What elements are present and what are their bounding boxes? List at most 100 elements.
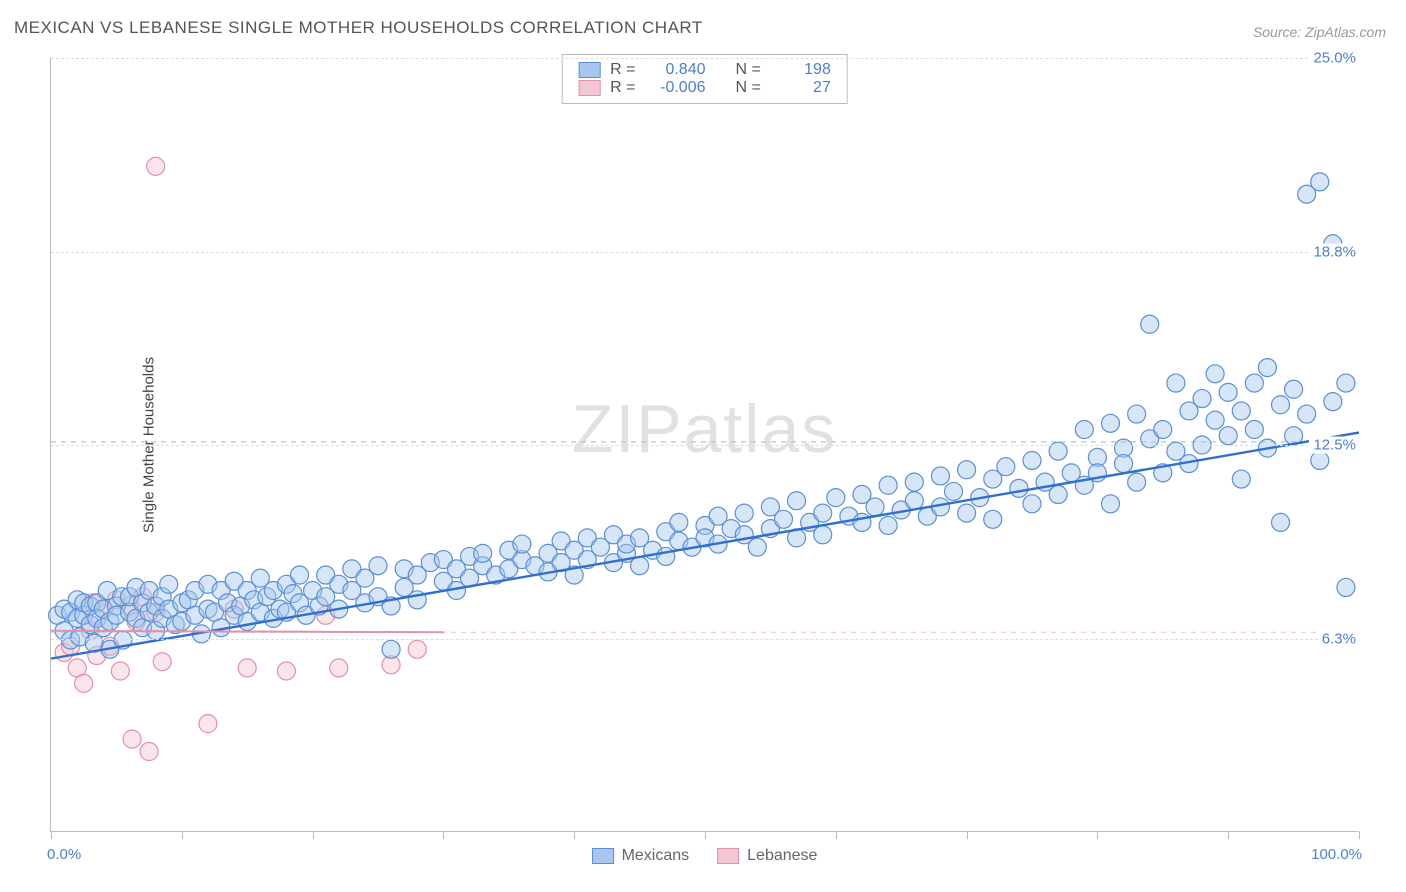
data-point <box>199 715 217 733</box>
data-point <box>958 504 976 522</box>
n-value-mexicans: 198 <box>771 61 831 79</box>
data-point <box>984 510 1002 528</box>
x-tick <box>443 831 444 839</box>
x-tick <box>182 831 183 839</box>
swatch-mexicans <box>578 62 600 78</box>
data-point <box>931 467 949 485</box>
data-point <box>905 473 923 491</box>
data-point <box>408 640 426 658</box>
data-point <box>111 662 129 680</box>
y-tick-label: 25.0% <box>1309 50 1360 67</box>
x-tick <box>967 831 968 839</box>
swatch-lebanese <box>578 80 600 96</box>
data-point <box>827 489 845 507</box>
data-point <box>153 653 171 671</box>
data-point <box>1232 402 1250 420</box>
data-point <box>631 557 649 575</box>
x-tick <box>1228 831 1229 839</box>
data-point <box>866 498 884 516</box>
data-point <box>735 504 753 522</box>
data-point <box>1023 495 1041 513</box>
data-point <box>1258 359 1276 377</box>
data-point <box>879 476 897 494</box>
chart-container: MEXICAN VS LEBANESE SINGLE MOTHER HOUSEH… <box>0 0 1406 892</box>
gridline <box>51 252 1358 253</box>
data-point <box>1128 405 1146 423</box>
data-point <box>1075 421 1093 439</box>
data-point <box>814 526 832 544</box>
data-point <box>997 458 1015 476</box>
data-point <box>1298 405 1316 423</box>
trend-line <box>51 433 1359 659</box>
data-point <box>1219 427 1237 445</box>
data-point <box>1337 374 1355 392</box>
legend-item-mexicans: Mexicans <box>592 847 690 865</box>
chart-title: MEXICAN VS LEBANESE SINGLE MOTHER HOUSEH… <box>14 18 703 38</box>
x-tick <box>1097 831 1098 839</box>
y-tick-label: 6.3% <box>1318 630 1360 647</box>
r-label-2: R = <box>610 79 635 97</box>
data-point <box>1101 495 1119 513</box>
data-point <box>879 516 897 534</box>
data-point <box>147 157 165 175</box>
legend-label-mexicans: Mexicans <box>622 847 690 865</box>
data-point <box>1049 486 1067 504</box>
data-point <box>277 662 295 680</box>
data-point <box>75 674 93 692</box>
data-point <box>140 743 158 761</box>
legend-swatch-lebanese-icon <box>717 848 739 864</box>
data-point <box>1311 173 1329 191</box>
n-label-2: N = <box>736 79 761 97</box>
data-point <box>670 513 688 531</box>
r-label: R = <box>610 61 635 79</box>
x-tick <box>1359 831 1360 839</box>
data-point <box>1337 578 1355 596</box>
data-point <box>1141 315 1159 333</box>
data-point <box>474 544 492 562</box>
legend-item-lebanese: Lebanese <box>717 847 817 865</box>
data-point <box>1232 470 1250 488</box>
data-point <box>1193 390 1211 408</box>
data-point <box>1101 414 1119 432</box>
y-tick-label: 18.8% <box>1309 243 1360 260</box>
data-point <box>1167 374 1185 392</box>
data-point <box>1128 473 1146 491</box>
data-point <box>788 492 806 510</box>
x-tick <box>574 831 575 839</box>
x-tick <box>313 831 314 839</box>
series-legend: Mexicans Lebanese <box>592 847 818 865</box>
data-point <box>1206 411 1224 429</box>
gridline <box>51 58 1358 59</box>
data-point <box>1311 451 1329 469</box>
data-point <box>1115 455 1133 473</box>
data-point <box>1206 365 1224 383</box>
data-point <box>1219 383 1237 401</box>
n-value-lebanese: 27 <box>771 79 831 97</box>
data-point <box>1023 451 1041 469</box>
data-point <box>945 482 963 500</box>
data-point <box>238 659 256 677</box>
data-point <box>513 535 531 553</box>
y-tick-label: 12.5% <box>1309 437 1360 454</box>
data-point <box>330 659 348 677</box>
r-value-lebanese: -0.006 <box>646 79 706 97</box>
correlation-legend: R = 0.840 N = 198 R = -0.006 N = 27 <box>561 54 848 104</box>
legend-row-mexicans: R = 0.840 N = 198 <box>578 61 831 79</box>
gridline <box>51 639 1358 640</box>
r-value-mexicans: 0.840 <box>646 61 706 79</box>
data-point <box>369 557 387 575</box>
data-point <box>123 730 141 748</box>
data-point <box>1285 380 1303 398</box>
legend-row-lebanese: R = -0.006 N = 27 <box>578 79 831 97</box>
x-max-label: 100.0% <box>1311 846 1362 863</box>
data-point <box>1010 479 1028 497</box>
data-point <box>814 504 832 522</box>
data-point <box>958 461 976 479</box>
data-point <box>905 492 923 510</box>
legend-swatch-mexicans-icon <box>592 848 614 864</box>
legend-label-lebanese: Lebanese <box>747 847 817 865</box>
x-tick <box>705 831 706 839</box>
data-point <box>774 510 792 528</box>
x-min-label: 0.0% <box>47 846 81 863</box>
gridline <box>51 445 1358 446</box>
